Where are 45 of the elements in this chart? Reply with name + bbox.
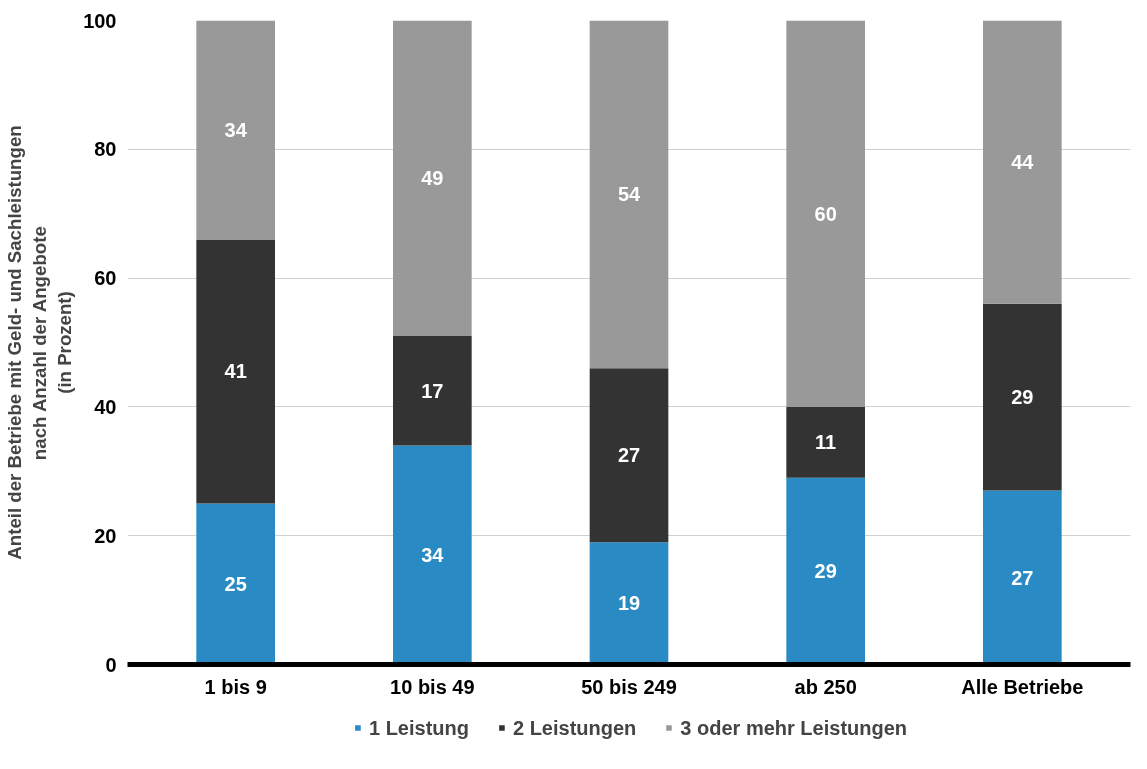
x-tick-label: 50 bis 249	[581, 675, 677, 698]
data-label: 25	[224, 573, 247, 595]
x-tick-label: Alle Betriebe	[961, 675, 1084, 698]
data-label: 49	[421, 167, 444, 190]
bar	[983, 490, 1062, 665]
bar	[393, 20, 472, 337]
bar	[589, 368, 669, 543]
y-axis-title: Anteil der Betriebe mit Geld- und Sachleistungen nach Anzahl der Angebote (in Prozent)	[3, 125, 76, 560]
bar	[196, 239, 275, 504]
bar	[983, 303, 1062, 491]
x-tick-label: 1 bis 9	[204, 675, 267, 698]
data-label: 29	[1011, 386, 1034, 409]
y-tick-label: 80	[94, 138, 117, 161]
bar	[393, 445, 472, 665]
data-label: 41	[224, 360, 247, 383]
data-label: 44	[1011, 151, 1035, 174]
legend-label: 1 Leistung	[368, 716, 469, 739]
data-label: 11	[815, 431, 837, 454]
data-label: 27	[617, 444, 641, 467]
bar	[589, 20, 669, 369]
bar	[589, 542, 669, 665]
x-tick-label: ab 250	[794, 675, 857, 698]
bar	[786, 477, 865, 665]
y-tick-label: 40	[94, 395, 117, 418]
data-label: 17	[421, 379, 444, 402]
data-label: 29	[814, 560, 837, 583]
y-tick-label: 20	[94, 524, 117, 547]
data-label: 27	[1011, 566, 1034, 589]
legend-label: 2 Leistungen	[512, 716, 637, 739]
data-label: 19	[617, 592, 641, 615]
y-tick-label: 60	[94, 267, 117, 290]
y-tick-label: 0	[105, 653, 117, 676]
data-label: 60	[814, 202, 837, 225]
x-tick-label: 10 bis 49	[390, 675, 475, 698]
data-label: 34	[421, 544, 445, 567]
data-label: 54	[617, 183, 641, 206]
data-label: 34	[224, 118, 248, 141]
bar	[786, 406, 865, 478]
bar	[196, 20, 275, 240]
bar	[196, 503, 275, 665]
bar	[393, 336, 472, 446]
legend-label: 3 oder mehr Leistungen	[680, 716, 908, 739]
y-tick-label: 100	[83, 9, 117, 32]
bar	[786, 20, 865, 407]
bar	[983, 20, 1062, 304]
